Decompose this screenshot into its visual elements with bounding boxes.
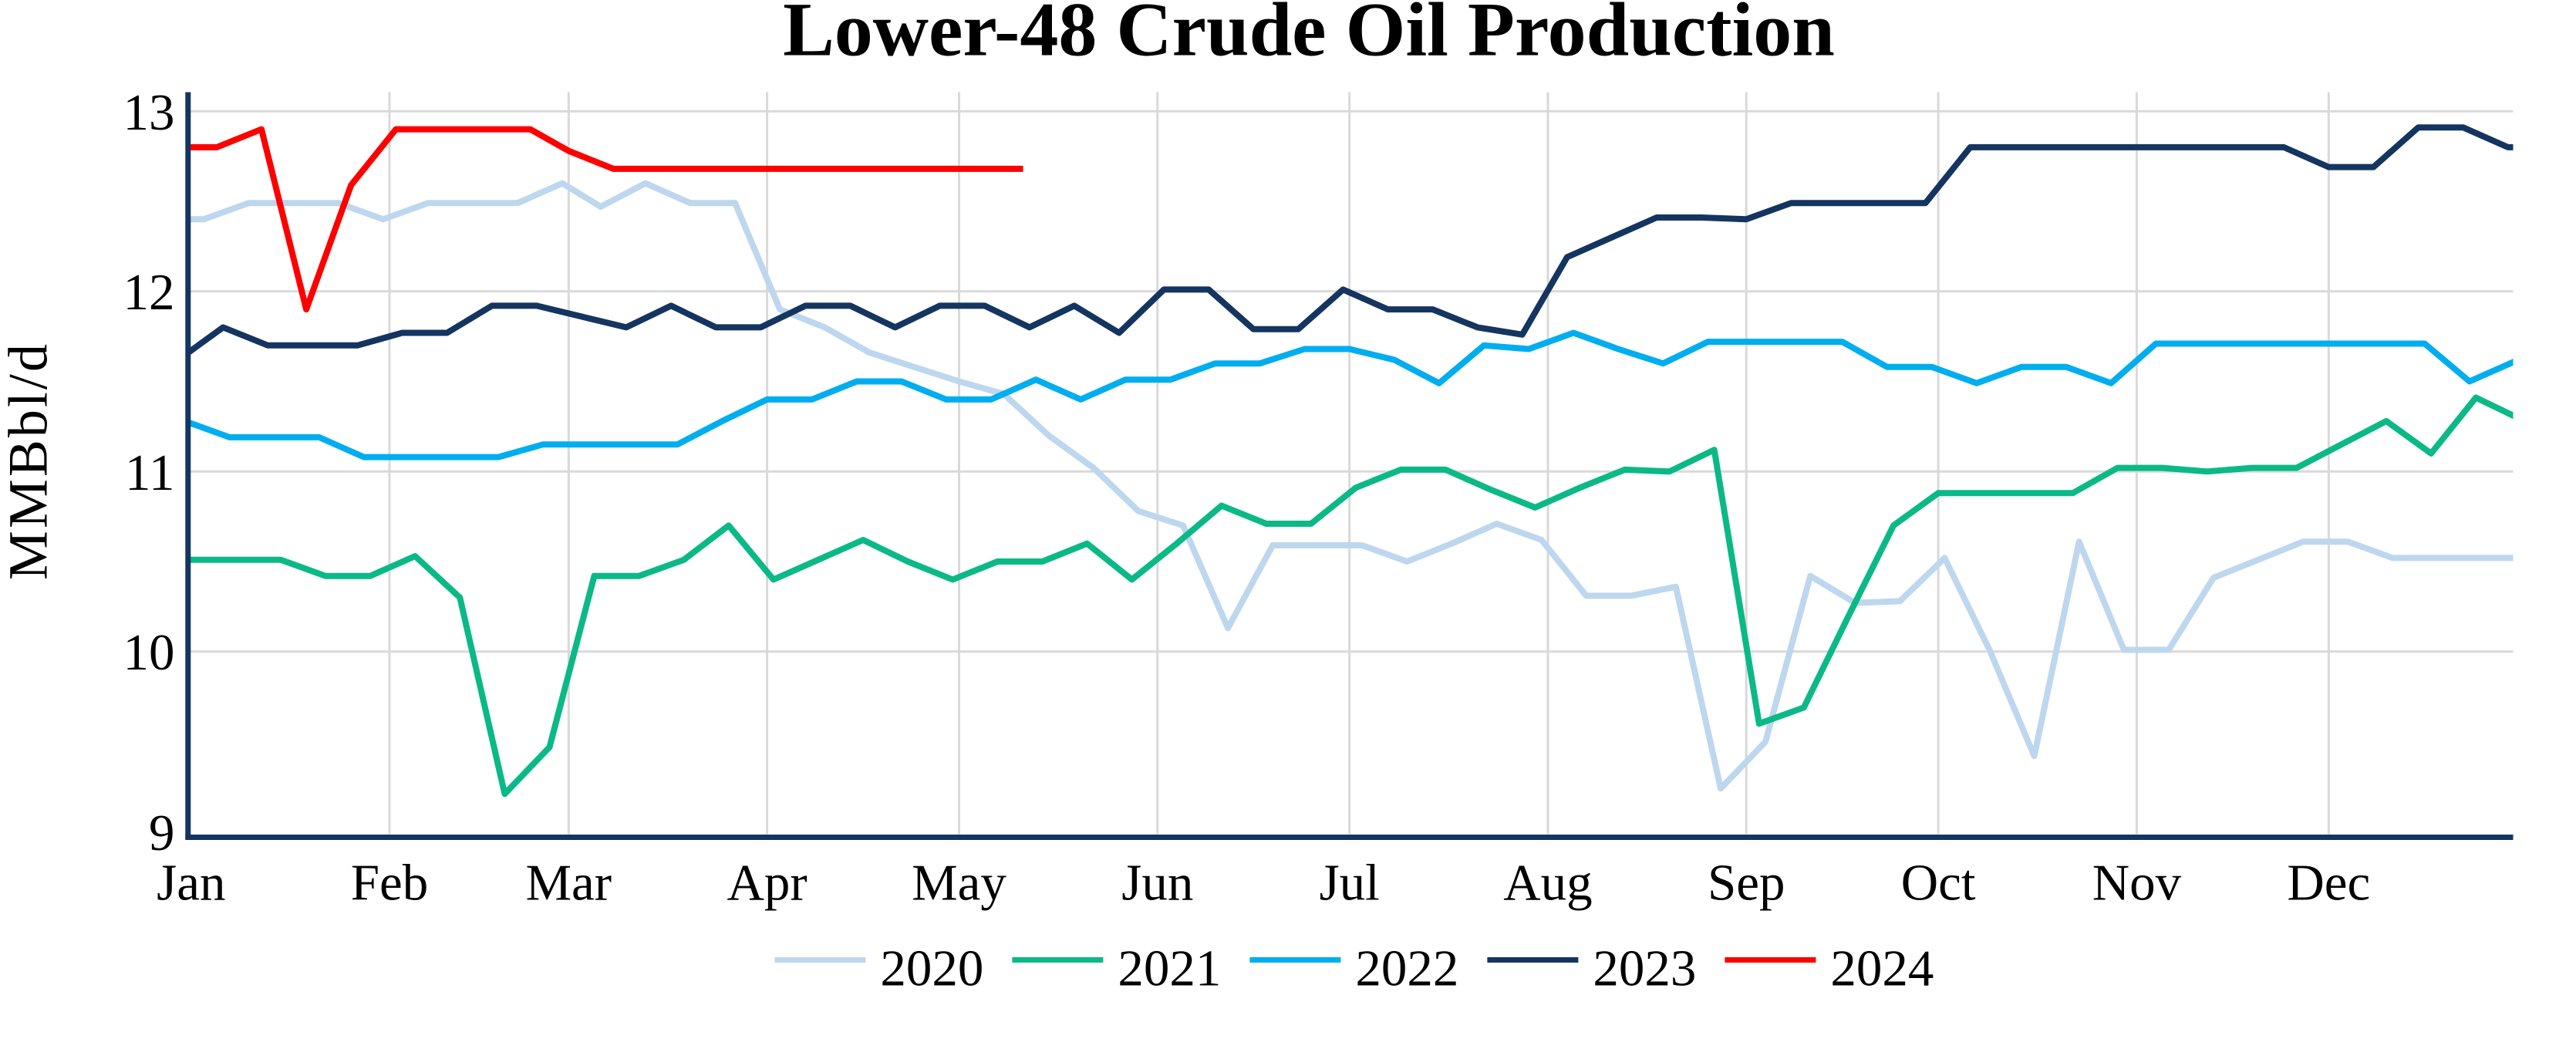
svg-text:10: 10 (123, 624, 175, 681)
svg-text:Feb: Feb (351, 855, 429, 912)
svg-text:2020: 2020 (880, 940, 983, 997)
svg-text:Aug: Aug (1503, 855, 1592, 912)
svg-text:2022: 2022 (1355, 940, 1458, 997)
svg-text:Oct: Oct (1901, 855, 1976, 912)
svg-text:Jan: Jan (157, 855, 225, 912)
svg-text:2024: 2024 (1830, 940, 1934, 997)
svg-text:2021: 2021 (1118, 940, 1221, 997)
svg-text:May: May (912, 855, 1006, 912)
svg-text:2023: 2023 (1593, 940, 1696, 997)
svg-text:Jun: Jun (1121, 855, 1193, 912)
svg-text:Dec: Dec (2287, 855, 2370, 912)
svg-text:Sep: Sep (1708, 855, 1785, 912)
svg-text:Lower-48 Crude Oil Production: Lower-48 Crude Oil Production (783, 0, 1835, 73)
svg-text:Nov: Nov (2092, 855, 2182, 912)
svg-text:12: 12 (123, 264, 175, 321)
svg-text:9: 9 (149, 804, 175, 862)
svg-text:13: 13 (123, 84, 175, 141)
svg-text:Apr: Apr (727, 855, 807, 912)
svg-text:Mar: Mar (525, 855, 612, 912)
svg-text:MMBbl/d: MMBbl/d (0, 342, 59, 580)
svg-text:Jul: Jul (1320, 855, 1380, 912)
svg-text:11: 11 (125, 444, 175, 501)
